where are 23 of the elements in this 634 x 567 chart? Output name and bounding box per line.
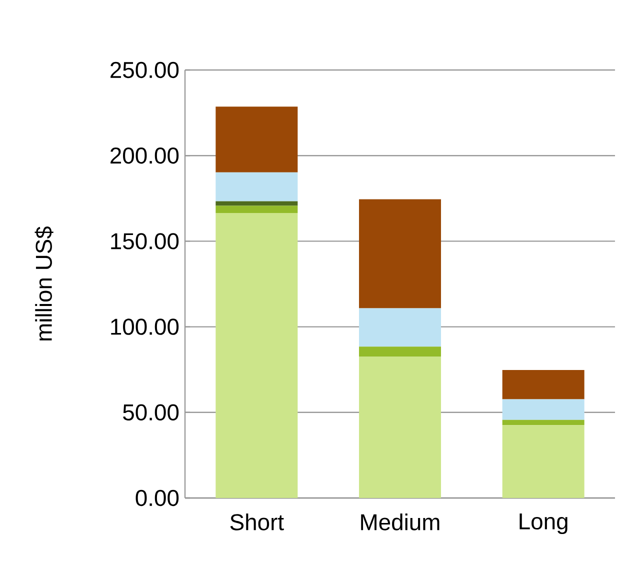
bar: [502, 425, 584, 498]
y-tick-label: 250.00: [110, 62, 179, 78]
y-tick-label: 200.00: [110, 147, 179, 164]
y-tick-label: 0.00: [136, 490, 179, 506]
bar: [502, 399, 584, 420]
y-tick-label: 50.00: [123, 404, 179, 421]
x-tick-label: Short: [230, 514, 284, 530]
bar: [502, 420, 584, 426]
y-axis-title: million US$: [34, 226, 54, 340]
x-tick-label: Long: [520, 514, 568, 534]
bar: [502, 370, 584, 400]
bar: [359, 356, 441, 498]
bar: [359, 308, 441, 347]
y-tick-label: 150.00: [111, 233, 179, 250]
bar: [216, 201, 298, 206]
bar: [216, 212, 298, 498]
bar: [216, 172, 298, 202]
bar: [216, 106, 298, 172]
bar: [359, 346, 441, 357]
y-tick-label: 100.00: [111, 318, 179, 335]
bar: [216, 206, 298, 213]
bar: [359, 199, 441, 308]
x-tick-label: Medium: [361, 514, 440, 530]
